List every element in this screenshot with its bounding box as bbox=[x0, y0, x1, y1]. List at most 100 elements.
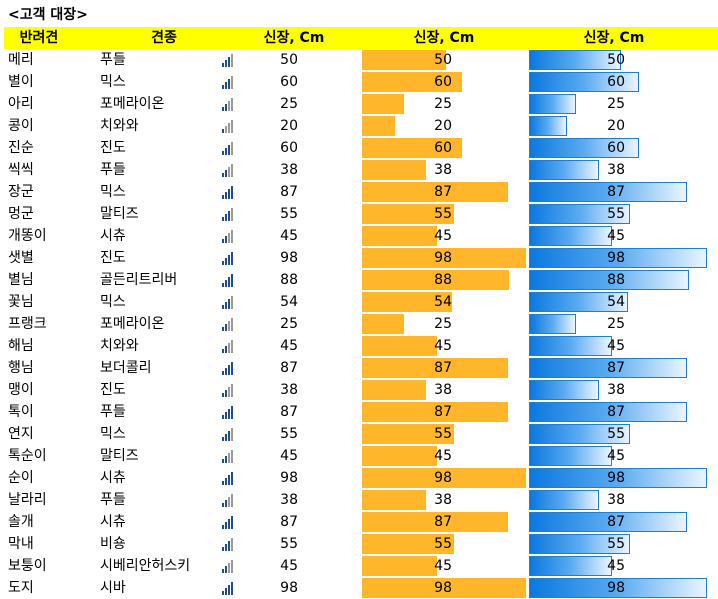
blue-databar bbox=[529, 94, 576, 114]
height-value-cell: 98 bbox=[280, 250, 298, 266]
orange-databar-label: 60 bbox=[434, 74, 452, 90]
dog-name-cell: 날라리 bbox=[8, 492, 47, 508]
header-bar-blue: 신장, Cm bbox=[583, 30, 645, 46]
blue-databar-label: 20 bbox=[607, 118, 625, 134]
table-row: 톡순이 말티즈 45 45 45 bbox=[0, 445, 718, 467]
blue-databar-label: 55 bbox=[607, 536, 625, 552]
header-bar-orange: 신장, Cm bbox=[413, 30, 475, 46]
blue-databar bbox=[529, 446, 612, 466]
orange-databar-cell: 38 bbox=[362, 490, 526, 510]
height-value-cell: 45 bbox=[280, 228, 298, 244]
blue-databar bbox=[529, 490, 599, 510]
height-value-cell: 45 bbox=[280, 448, 298, 464]
orange-databar-cell: 20 bbox=[362, 116, 526, 136]
blue-databar bbox=[529, 248, 707, 268]
breed-cell: 믹스 bbox=[100, 74, 126, 90]
dog-name-cell: 막내 bbox=[8, 536, 34, 552]
height-value-cell: 38 bbox=[280, 162, 298, 178]
blue-databar-cell: 45 bbox=[529, 226, 707, 246]
blue-databar bbox=[529, 50, 621, 70]
signal-bars-icon bbox=[220, 360, 236, 376]
orange-databar bbox=[362, 534, 454, 554]
dog-name-cell: 행님 bbox=[8, 360, 34, 376]
height-value-cell: 20 bbox=[280, 118, 298, 134]
blue-databar bbox=[529, 402, 687, 422]
blue-databar bbox=[529, 182, 687, 202]
height-value-cell: 87 bbox=[280, 184, 298, 200]
orange-databar-label: 98 bbox=[434, 250, 452, 266]
orange-databar bbox=[362, 72, 462, 92]
breed-cell: 시츄 bbox=[100, 228, 126, 244]
breed-cell: 말티즈 bbox=[100, 448, 139, 464]
table-row: 솔개 시츄 87 87 87 bbox=[0, 511, 718, 533]
breed-cell: 시츄 bbox=[100, 470, 126, 486]
sheet-title: <고객 대장> bbox=[8, 7, 88, 23]
orange-databar-label: 20 bbox=[434, 118, 452, 134]
breed-cell: 시바 bbox=[100, 580, 126, 596]
height-value-cell: 55 bbox=[280, 536, 298, 552]
blue-databar-label: 60 bbox=[607, 74, 625, 90]
blue-databar bbox=[529, 358, 687, 378]
blue-databar-cell: 25 bbox=[529, 314, 707, 334]
orange-databar bbox=[362, 446, 437, 466]
signal-bars-icon bbox=[220, 206, 236, 222]
signal-bars-icon bbox=[220, 74, 236, 90]
orange-databar-label: 38 bbox=[434, 162, 452, 178]
orange-databar-cell: 88 bbox=[362, 270, 526, 290]
table-row: 날라리 푸들 38 38 38 bbox=[0, 489, 718, 511]
table-body: 메리 푸들 50 50 50 별이 믹스 60 60 60 아리 포메라이온 25 25 25 콩이 치와와 20… bbox=[0, 49, 718, 599]
signal-bars-icon bbox=[220, 382, 236, 398]
breed-cell: 치와와 bbox=[100, 338, 139, 354]
height-value-cell: 54 bbox=[280, 294, 298, 310]
blue-databar-cell: 55 bbox=[529, 534, 707, 554]
orange-databar bbox=[362, 270, 509, 290]
orange-databar-label: 50 bbox=[434, 52, 452, 68]
dog-name-cell: 프랭크 bbox=[8, 316, 47, 332]
height-value-cell: 87 bbox=[280, 404, 298, 420]
blue-databar bbox=[529, 72, 639, 92]
dog-name-cell: 순이 bbox=[8, 470, 34, 486]
table-row: 행님 보더콜리 87 87 87 bbox=[0, 357, 718, 379]
height-value-cell: 25 bbox=[280, 316, 298, 332]
signal-bars-icon bbox=[220, 580, 236, 596]
blue-databar bbox=[529, 116, 567, 136]
dog-name-cell: 멍군 bbox=[8, 206, 34, 222]
breed-cell: 골든리트리버 bbox=[100, 272, 178, 288]
signal-bars-icon bbox=[220, 96, 236, 112]
orange-databar bbox=[362, 182, 508, 202]
signal-bars-icon bbox=[220, 448, 236, 464]
blue-databar-cell: 98 bbox=[529, 468, 707, 488]
blue-databar-label: 87 bbox=[607, 404, 625, 420]
signal-bars-icon bbox=[220, 272, 236, 288]
orange-databar-label: 60 bbox=[434, 140, 452, 156]
orange-databar bbox=[362, 160, 426, 180]
blue-databar bbox=[529, 468, 707, 488]
dog-name-cell: 샛별 bbox=[8, 250, 34, 266]
orange-databar-label: 98 bbox=[434, 580, 452, 596]
height-value-cell: 60 bbox=[280, 140, 298, 156]
blue-databar-cell: 98 bbox=[529, 578, 707, 598]
blue-databar-cell: 38 bbox=[529, 160, 707, 180]
blue-databar-label: 38 bbox=[607, 382, 625, 398]
signal-bars-icon bbox=[220, 470, 236, 486]
breed-cell: 진도 bbox=[100, 382, 126, 398]
breed-cell: 푸들 bbox=[100, 404, 126, 420]
breed-cell: 믹스 bbox=[100, 294, 126, 310]
orange-databar-cell: 45 bbox=[362, 446, 526, 466]
breed-cell: 믹스 bbox=[100, 184, 126, 200]
blue-databar-label: 38 bbox=[607, 492, 625, 508]
signal-bars-icon bbox=[220, 250, 236, 266]
table-row: 진순 진도 60 60 60 bbox=[0, 137, 718, 159]
height-value-cell: 38 bbox=[280, 492, 298, 508]
dog-name-cell: 솔개 bbox=[8, 514, 34, 530]
orange-databar-label: 45 bbox=[434, 338, 452, 354]
blue-databar bbox=[529, 512, 687, 532]
orange-databar bbox=[362, 292, 452, 312]
orange-databar bbox=[362, 512, 508, 532]
signal-bars-icon bbox=[220, 162, 236, 178]
blue-databar-label: 50 bbox=[607, 52, 625, 68]
table-row: 별이 믹스 60 60 60 bbox=[0, 71, 718, 93]
orange-databar-cell: 60 bbox=[362, 72, 526, 92]
blue-databar-cell: 45 bbox=[529, 556, 707, 576]
table-row: 도지 시바 98 98 98 bbox=[0, 577, 718, 599]
